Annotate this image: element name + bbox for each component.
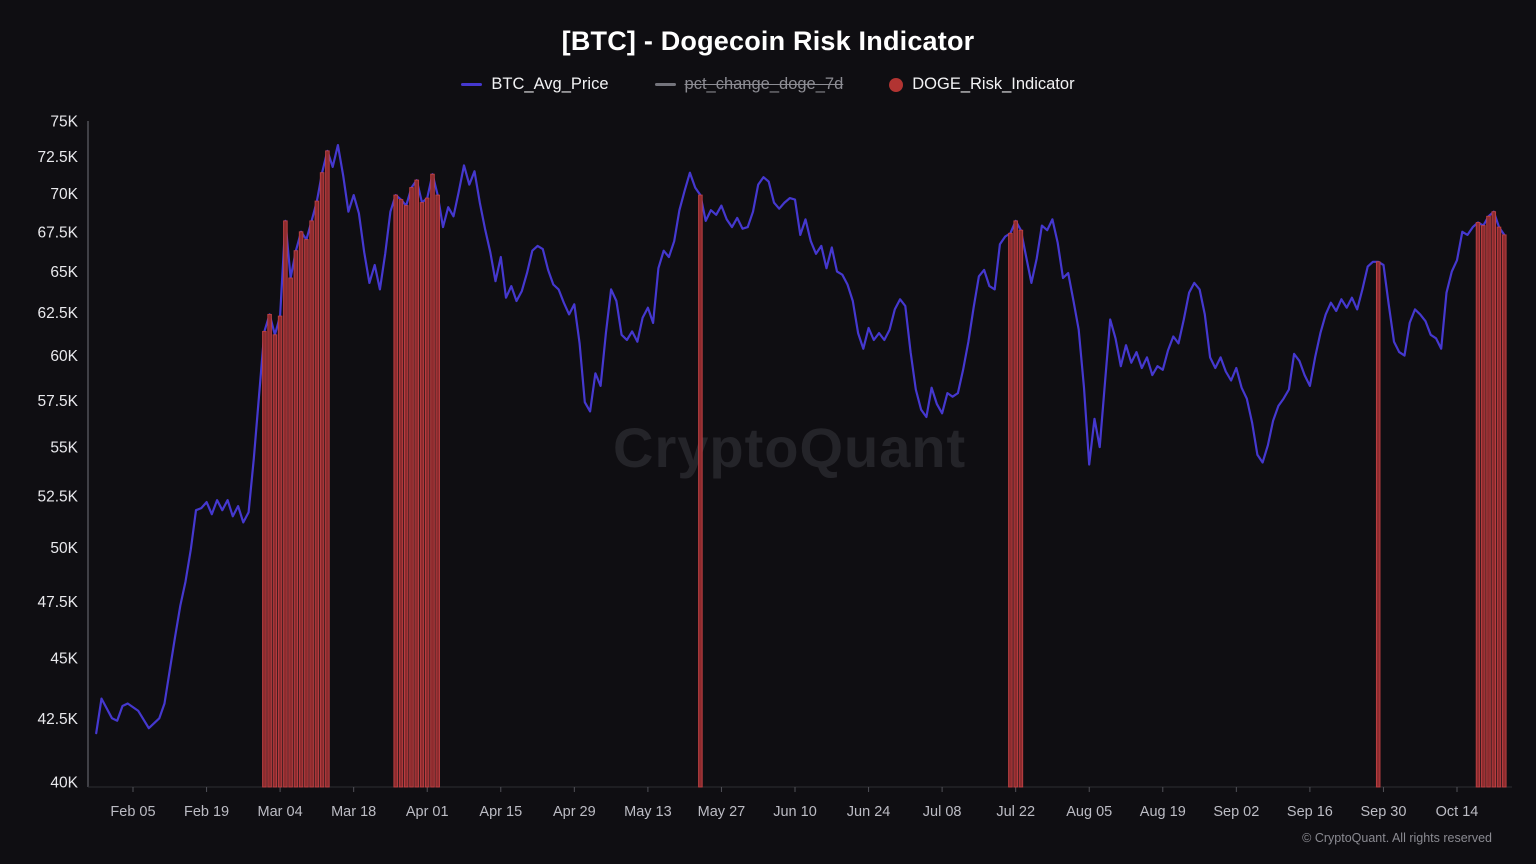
risk-bar [314,200,320,788]
line-swatch-icon [654,83,676,86]
svg-text:70K: 70K [50,186,78,203]
svg-text:Feb 05: Feb 05 [110,804,155,820]
risk-bar [403,205,409,788]
risk-bar [1018,229,1024,788]
line-swatch-icon [461,83,483,86]
btc-avg-price-line [95,144,1506,735]
legend-item-doge-risk-indicator[interactable]: DOGE_Risk_Indicator [889,75,1075,94]
risk-bar [1491,211,1497,788]
risk-bar [293,250,299,788]
risk-bar [309,220,314,788]
page-title: [BTC] - Dogecoin Risk Indicator [561,26,975,56]
svg-text:52.5K: 52.5K [37,489,78,506]
risk-bar [1008,232,1013,788]
svg-text:Sep 30: Sep 30 [1360,804,1406,820]
svg-text:Jul 08: Jul 08 [923,804,962,820]
risk-bar [267,313,272,788]
risk-bar [277,315,283,788]
svg-text:May 27: May 27 [698,804,746,820]
risk-bar [435,194,440,788]
svg-text:60K: 60K [50,348,78,365]
risk-bar [419,202,425,788]
svg-text:Feb 19: Feb 19 [184,804,229,820]
svg-text:Sep 02: Sep 02 [1213,804,1259,820]
risk-bar [325,150,330,788]
risk-bar [414,179,419,788]
risk-bar [1013,220,1018,788]
risk-bar [393,194,398,788]
svg-text:Jul 22: Jul 22 [996,804,1035,820]
svg-text:50K: 50K [50,540,78,557]
x-axis-labels: Feb 05 Feb 19 Mar 04 Mar 18 Apr 01 Apr 15 Apr … [110,787,1478,820]
risk-bar [1502,234,1507,788]
legend-label: pct_change_doge_7d [684,75,844,93]
svg-text:Sep 16: Sep 16 [1287,804,1333,820]
svg-text:55K: 55K [50,440,78,457]
risk-bar [430,173,435,788]
risk-bar [1496,226,1502,788]
svg-text:Apr 01: Apr 01 [406,804,449,820]
risk-bar [298,231,304,788]
risk-bar [288,277,293,788]
svg-text:75K: 75K [50,114,78,131]
svg-text:Aug 05: Aug 05 [1066,804,1112,820]
risk-bar [398,199,404,788]
svg-text:62.5K: 62.5K [37,305,78,322]
y-axis-labels: 75K 72.5K 70K 67.5K 65K 62.5K 60K 57.5K 55K 52.5K… [37,114,78,792]
risk-bar [319,172,325,788]
legend-item-btc-avg-price[interactable]: BTC_Avg_Price [461,75,609,94]
svg-text:Apr 15: Apr 15 [479,804,522,820]
risk-bar [698,194,703,788]
svg-text:Oct 14: Oct 14 [1436,804,1479,820]
legend-item-pct-change-doge-7d[interactable]: pct_change_doge_7d [654,75,844,94]
copyright-note: © CryptoQuant. All rights reserved [1302,831,1492,845]
risk-bar [424,197,430,788]
risk-bar [262,330,267,788]
svg-text:47.5K: 47.5K [37,594,78,611]
dot-swatch-icon [889,77,904,92]
risk-bar [409,187,414,788]
risk-bar [1375,261,1381,788]
svg-text:Mar 18: Mar 18 [331,804,376,820]
svg-text:May 13: May 13 [624,804,672,820]
cryptoquant-watermark: CryptoQuant [613,416,967,479]
svg-text:65K: 65K [50,264,78,281]
risk-bar [283,220,288,788]
svg-text:42.5K: 42.5K [37,711,78,728]
risk-bar [1481,225,1486,788]
svg-text:Apr 29: Apr 29 [553,804,596,820]
risk-bar [1475,222,1481,788]
risk-bar [1486,215,1491,788]
doge-risk-indicator-bars [262,150,1507,788]
svg-text:72.5K: 72.5K [37,149,78,166]
legend-label: BTC_Avg_Price [491,75,609,93]
svg-text:Aug 19: Aug 19 [1140,804,1186,820]
svg-text:Mar 04: Mar 04 [258,804,303,820]
risk-bar [304,239,309,788]
legend-label: DOGE_Risk_Indicator [912,75,1075,93]
svg-text:Jun 24: Jun 24 [847,804,891,820]
svg-text:67.5K: 67.5K [37,224,78,241]
chart-legend: BTC_Avg_Price pct_change_doge_7d DOGE_Ri… [0,75,1536,94]
risk-bar [272,334,278,788]
svg-text:45K: 45K [50,651,78,668]
svg-text:57.5K: 57.5K [37,393,78,410]
svg-text:40K: 40K [50,775,78,792]
svg-text:Jun 10: Jun 10 [773,804,817,820]
